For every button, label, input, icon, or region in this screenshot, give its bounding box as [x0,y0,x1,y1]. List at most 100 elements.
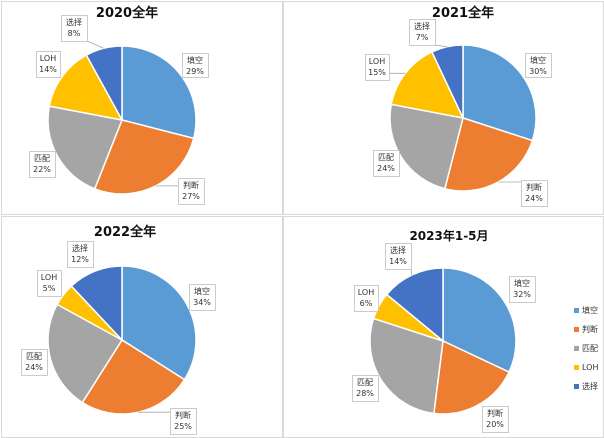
legend-label: 判断 [582,324,598,334]
pie-slice-choice [385,267,444,343]
data-label-loh: LOH 6% [354,285,379,312]
leader-line [434,44,448,48]
data-label-category: LOH [40,54,56,63]
data-label-category: 选择 [66,17,82,27]
chart-panel-1 [1,1,283,215]
legend-item-choice: 选择 [574,381,598,391]
data-label-value: 29% [186,67,204,76]
data-label-category: 选择 [414,21,430,31]
data-label-matching: 匹配 22% [29,151,56,178]
legend-item-fill-blank: 填空 [574,305,598,315]
legend-swatch [574,365,579,370]
pie-slice-matching [47,105,124,190]
chart-title: 2022全年 [94,224,156,240]
data-label-category: 填空 [187,55,203,65]
pie-slice-true-false [433,339,511,415]
data-label-choice: 选择 8% [61,15,88,42]
data-label-category: 匹配 [34,154,50,163]
data-label-value: 28% [356,389,374,398]
data-label-category: 填空 [514,278,530,288]
chart-title: 2020全年 [96,5,158,21]
data-label-category: LOH [41,273,57,282]
pie-slice-matching [369,317,444,415]
data-label-value: 12% [71,255,89,264]
pie-slice-true-false [93,119,195,195]
leader-line [86,40,104,49]
legend-item-loh: LOH [574,363,598,372]
data-label-choice: 选择 7% [409,19,436,46]
data-label-loh: LOH 15% [365,54,390,81]
data-label-category: 判断 [526,182,542,192]
data-label-value: 8% [68,29,81,38]
leader-line [410,268,413,275]
legend-item-matching: 匹配 [574,344,598,353]
data-label-true-false: 判断 27% [178,178,205,205]
legend-label: 匹配 [582,344,598,353]
legend-swatch [574,346,579,351]
data-label-true-false: 判断 24% [521,180,548,207]
chart-title: 2023年1-5月 [409,228,488,243]
legend-swatch [574,384,579,389]
pie-slice-loh [390,50,465,120]
data-label-category: 填空 [530,55,546,65]
data-label-loh: LOH 5% [37,270,62,297]
data-label-category: 填空 [194,286,210,296]
legend-label: 填空 [582,305,598,315]
data-label-value: 5% [43,284,56,293]
data-label-value: 15% [368,68,386,77]
data-label-value: 22% [33,165,51,174]
data-label-value: 24% [25,363,43,372]
data-label-true-false: 判断 20% [482,406,509,433]
data-label-matching: 匹配 28% [352,375,379,402]
legend-swatch [574,327,579,332]
pie-slice-choice [85,45,123,121]
data-label-value: 34% [193,298,211,307]
data-label-category: 选择 [72,243,88,253]
data-label-value: 7% [416,33,429,42]
legend-swatch [574,308,579,313]
data-label-value: 20% [486,420,504,429]
pie-slice-fill-blank [121,45,197,140]
data-label-value: 30% [529,67,547,76]
data-label-category: LOH [369,57,385,66]
data-label-matching: 匹配 24% [373,150,400,177]
legend-label: 选择 [582,381,598,391]
pie-slice-matching [389,103,464,190]
data-label-value: 25% [174,422,192,431]
data-label-category: LOH [358,288,374,297]
data-label-fill-blank: 填空 34% [189,284,216,311]
data-label-category: 匹配 [357,378,373,387]
legend-item-true-false: 判断 [574,324,598,334]
data-label-true-false: 判断 25% [170,408,197,435]
data-label-category: 选择 [390,245,406,255]
data-label-value: 24% [525,194,543,203]
data-label-fill-blank: 填空 30% [525,53,552,78]
pie-slice-true-false [443,117,534,192]
chart-title: 2021全年 [432,5,494,21]
data-label-loh: LOH 14% [36,51,61,78]
data-label-fill-blank: 填空 29% [182,53,209,78]
data-label-category: 判断 [487,408,503,418]
data-label-category: 匹配 [26,352,42,361]
legend-label: LOH [582,363,598,372]
pie-slice-loh [48,54,124,122]
data-label-choice: 选择 14% [385,243,412,270]
data-label-matching: 匹配 24% [21,349,48,376]
data-label-value: 14% [389,257,407,266]
data-label-fill-blank: 填空 32% [509,276,536,303]
data-label-category: 判断 [183,180,199,190]
data-label-value: 32% [513,290,531,299]
data-label-value: 24% [377,164,395,173]
pie-slice-matching [47,303,124,404]
pie-slice-fill-blank [462,44,537,142]
data-label-value: 27% [182,192,200,201]
data-label-category: 匹配 [378,153,394,162]
data-label-category: 判断 [175,410,191,420]
data-label-value: 6% [360,299,373,308]
